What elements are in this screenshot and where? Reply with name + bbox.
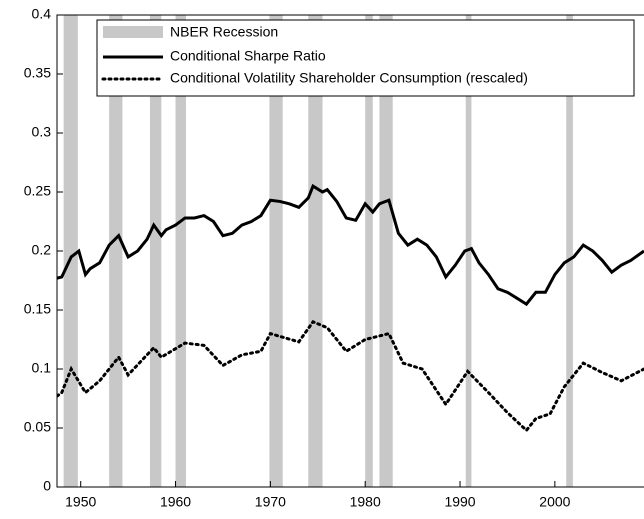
legend-box xyxy=(96,19,635,97)
y-tick-label: 0.2 xyxy=(32,242,52,258)
legend-label: Conditional Volatility Shareholder Consu… xyxy=(170,70,528,86)
legend: NBER Recession Conditional Sharpe Ratio Co… xyxy=(96,19,635,97)
y-tick-label: 0.15 xyxy=(24,301,51,317)
y-tick-label: 0.35 xyxy=(24,65,51,81)
recession-band xyxy=(379,15,393,487)
recession-band xyxy=(149,15,162,487)
y-tick-label: 0.3 xyxy=(32,124,52,140)
x-tick-label: 1970 xyxy=(255,494,286,510)
recession-band xyxy=(308,15,323,487)
legend-swatch xyxy=(103,26,163,38)
x-tick-label: 1950 xyxy=(65,494,96,510)
recession-band xyxy=(365,15,373,487)
y-tick-label: 0 xyxy=(43,478,51,494)
recession-band xyxy=(109,15,123,487)
x-tick-label: 1990 xyxy=(444,494,475,510)
legend-label: NBER Recession xyxy=(170,24,278,40)
recession-band xyxy=(269,15,283,487)
recession-band xyxy=(63,15,78,487)
x-tick-label: 2000 xyxy=(539,494,570,510)
recession-bands xyxy=(63,15,573,487)
x-tick-label: 1980 xyxy=(350,494,381,510)
y-tick-label: 0.1 xyxy=(32,360,52,376)
recession-band xyxy=(175,15,186,487)
recession-band xyxy=(566,15,573,487)
lines xyxy=(57,183,644,433)
y-tick-label: 0.05 xyxy=(24,419,51,435)
series-line xyxy=(57,183,644,307)
series-line xyxy=(57,319,644,433)
x-tick-label: 1960 xyxy=(160,494,191,510)
y-tick-label: 0.25 xyxy=(24,183,51,199)
y-tick-label: 0.4 xyxy=(32,6,52,22)
legend-label: Conditional Sharpe Ratio xyxy=(170,48,326,64)
